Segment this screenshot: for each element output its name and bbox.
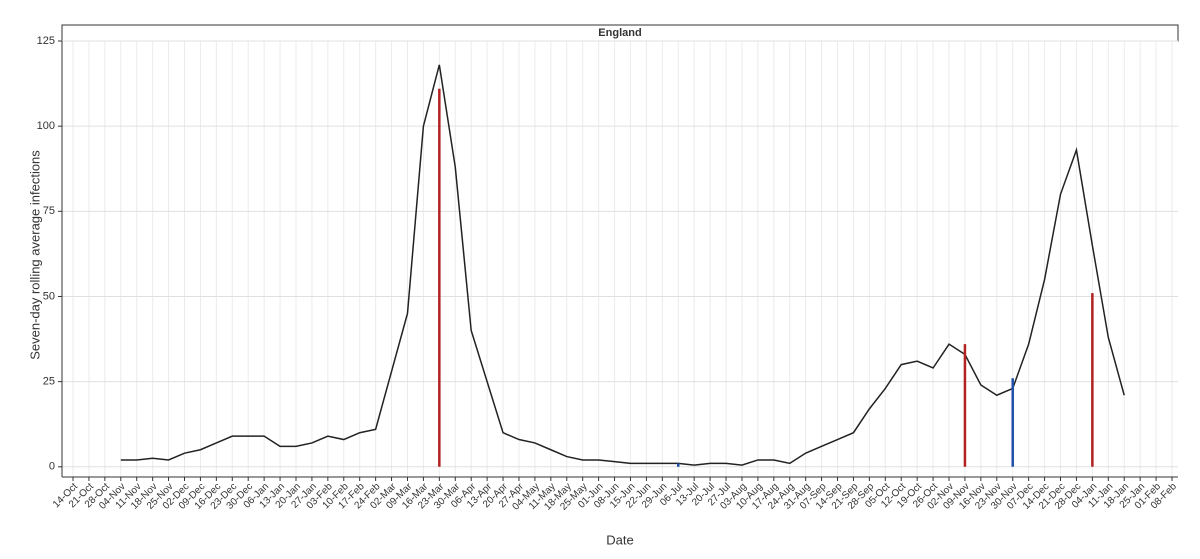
y-tick-label: 100 — [37, 120, 55, 132]
y-axis-label: Seven-day rolling average infections — [27, 150, 42, 360]
y-tick-label: 125 — [37, 35, 55, 47]
y-tick-label: 50 — [43, 290, 55, 302]
y-tick-label: 25 — [43, 376, 55, 388]
y-tick-label: 75 — [43, 205, 55, 217]
y-tick-label: 0 — [49, 461, 55, 473]
plot-area — [62, 41, 1178, 477]
x-axis-label: Date — [606, 532, 633, 547]
strip-label: England — [598, 27, 641, 39]
series-line — [120, 64, 1125, 466]
